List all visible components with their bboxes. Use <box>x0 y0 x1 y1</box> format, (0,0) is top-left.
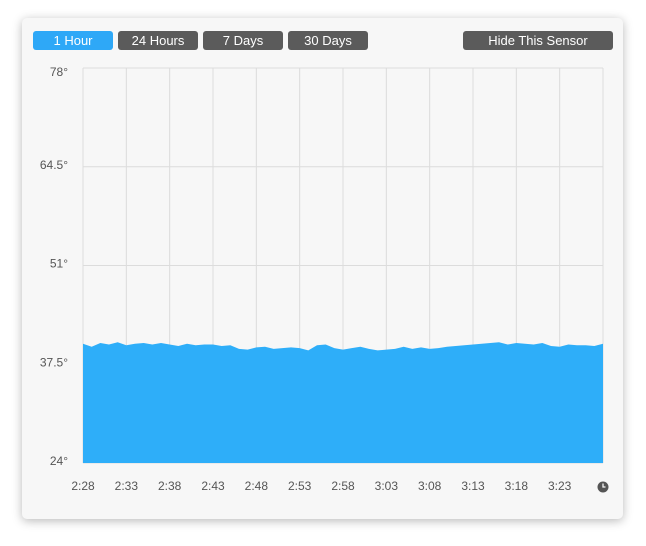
clock-icon <box>597 481 609 493</box>
temperature-area <box>83 342 603 463</box>
y-tick-label: 51° <box>50 257 68 271</box>
y-tick-label: 64.5° <box>40 158 68 172</box>
hide-sensor-button[interactable]: Hide This Sensor <box>463 31 613 50</box>
y-tick-label: 37.5° <box>40 355 68 369</box>
x-tick-label: 2:38 <box>158 479 182 493</box>
x-tick-label: 2:48 <box>245 479 269 493</box>
x-tick-label: 3:23 <box>548 479 572 493</box>
range-button[interactable]: 1 Hour <box>33 31 113 50</box>
x-tick-label: 3:08 <box>418 479 442 493</box>
x-tick-label: 3:13 <box>461 479 485 493</box>
range-button[interactable]: 30 Days <box>288 31 368 50</box>
x-tick-label: 2:43 <box>201 479 225 493</box>
x-tick-label: 3:18 <box>505 479 529 493</box>
y-tick-label: 24° <box>50 454 68 468</box>
x-tick-label: 2:28 <box>71 479 95 493</box>
range-button[interactable]: 7 Days <box>203 31 283 50</box>
range-button[interactable]: 24 Hours <box>118 31 198 50</box>
x-tick-label: 2:53 <box>288 479 312 493</box>
x-tick-label: 2:33 <box>115 479 139 493</box>
x-tick-label: 2:58 <box>331 479 355 493</box>
x-tick-label: 3:03 <box>375 479 399 493</box>
y-tick-label: 78° <box>50 65 68 79</box>
